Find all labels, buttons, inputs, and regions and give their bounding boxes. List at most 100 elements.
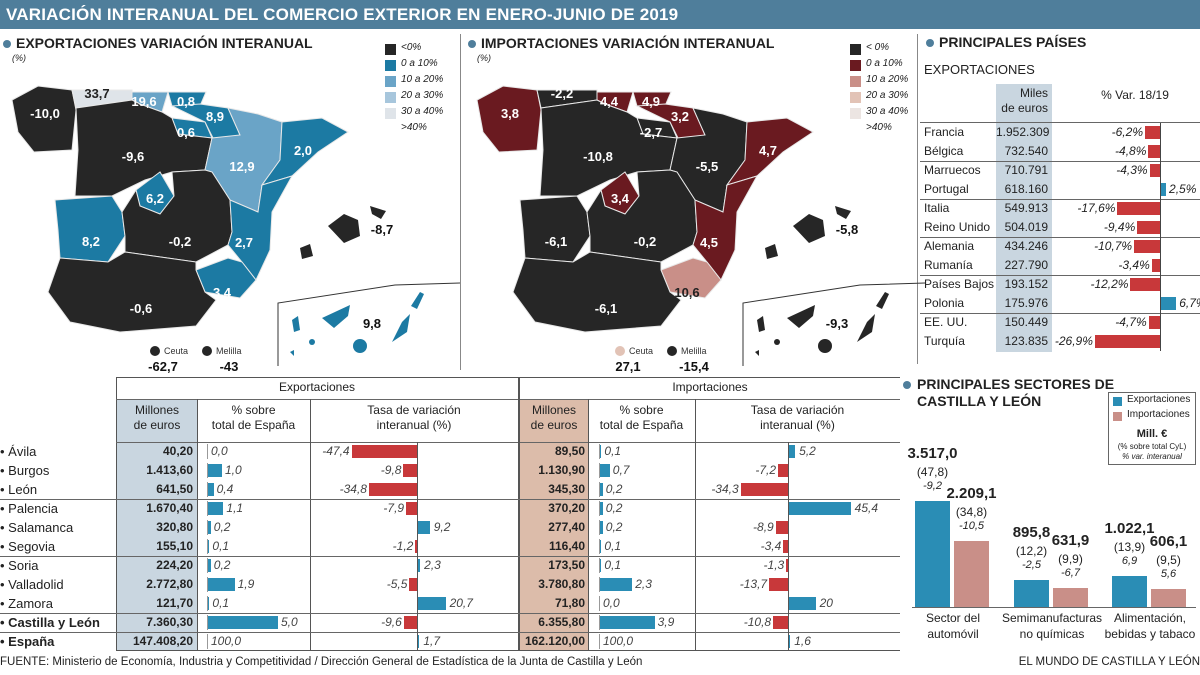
- sector-share: (13,9): [1113, 540, 1146, 555]
- tasa-label: -34,3: [711, 482, 739, 496]
- pct-label: 0,1: [212, 596, 230, 610]
- tasa-label: 1,6: [794, 634, 811, 648]
- province-name: • Ávila: [0, 442, 36, 461]
- bullet-icon: •: [0, 539, 9, 554]
- sector-bar-exports: [1112, 576, 1147, 607]
- region-baleares-ibiza: [300, 244, 313, 259]
- pct-axis: [207, 596, 208, 611]
- region-value-andalucia: -6,1: [595, 301, 617, 316]
- country-name: Rumanía: [924, 258, 973, 272]
- bullet-icon: •: [0, 444, 9, 459]
- region-baleares-menorca: [835, 206, 851, 219]
- pct-bar: [208, 464, 222, 477]
- tasa-bar: [788, 635, 791, 648]
- sector-bar-exports: [1014, 580, 1049, 607]
- tasa-label: 2,3: [424, 558, 441, 572]
- country-value: 618.160: [1004, 182, 1048, 196]
- country-value: 710.791: [1004, 163, 1048, 177]
- province-name: • Salamanca: [0, 518, 73, 537]
- millones-value: 224,20: [156, 558, 193, 572]
- tasa-label: -9,6: [381, 615, 402, 629]
- millones-value: 147.408,20: [132, 634, 193, 648]
- pct-label: 0,2: [605, 520, 623, 534]
- melilla-dot-icon: [202, 346, 212, 356]
- region-value-valencia: 4,5: [700, 235, 718, 250]
- country-var-label: -6,2%: [1111, 125, 1143, 139]
- province-label: Salamanca: [8, 520, 74, 535]
- millones-value: 345,30: [548, 482, 585, 496]
- sector-var: 5,6: [1160, 567, 1177, 580]
- country-var-bar: [1148, 145, 1160, 158]
- pct-label: 0,1: [212, 539, 230, 553]
- region-galicia: [476, 85, 542, 153]
- sector-value: 1.022,1: [1104, 520, 1155, 538]
- province-label: Zamora: [8, 596, 53, 611]
- region-andalucia: [47, 251, 217, 333]
- tasa-label: 9,2: [433, 520, 451, 534]
- region-value-cantabria: 4,4: [600, 94, 619, 109]
- tasa-label: -7,2: [755, 463, 777, 477]
- country-var-bar: [1134, 240, 1160, 253]
- imports-map: 3,8 -2,2 4,4 4,9 3,2 -2,7 -10,8 -5,5 4,7 3,4 -6,1 -…: [476, 85, 925, 374]
- sector-bar-exports: [915, 501, 950, 607]
- millones-value: 116,40: [548, 539, 585, 553]
- column-header: de euros: [530, 418, 578, 432]
- sector-value: 3.517,0: [907, 445, 958, 463]
- pct-axis: [207, 444, 208, 459]
- pct-axis: [599, 558, 600, 573]
- tasa-label: 1,7: [423, 634, 441, 648]
- country-var-bar: [1144, 126, 1160, 139]
- region-value-madrid: 3,4: [611, 191, 630, 206]
- ceuta-label: Ceuta: [164, 346, 188, 356]
- bullet-icon: •: [0, 501, 9, 516]
- region-value-galicia: -10,0: [30, 106, 60, 121]
- sector-var: -6,7: [1061, 566, 1080, 579]
- legend-label: 0 a 10%: [401, 58, 438, 69]
- millones-value: 40,20: [162, 444, 193, 458]
- baseline: [912, 607, 1196, 608]
- tasa-label: -13,7: [739, 577, 768, 591]
- region-canarias-la-palma: [757, 316, 765, 332]
- pct-label: 0,4: [216, 482, 234, 496]
- tasa-label: -1,3: [763, 558, 785, 572]
- bullet-icon: •: [0, 577, 9, 592]
- tasa-label: 20,7: [449, 596, 473, 610]
- pct-label: 0,7: [612, 463, 630, 477]
- millones-value: 320,80: [156, 520, 193, 534]
- country-var-bar: [1137, 221, 1160, 234]
- legend-label: >40%: [866, 122, 892, 133]
- column-divider: [197, 399, 198, 651]
- col-bg-exports-millones: [117, 399, 197, 651]
- imports-header: Importaciones: [672, 380, 748, 394]
- province-label: España: [8, 634, 55, 649]
- region-canarias-fuerteventura: [392, 314, 410, 342]
- region-canarias-el-hierro: [290, 350, 294, 356]
- col-header-value: de euros: [1001, 101, 1048, 115]
- country-name: Bélgica: [924, 144, 964, 158]
- source-note: FUENTE: Ministerio de Economía, Industri…: [0, 656, 643, 668]
- row-divider: [920, 313, 1200, 314]
- tasa-label: -1,2: [392, 539, 414, 553]
- legend-label: 10 a 20%: [401, 74, 444, 85]
- column-header: de euros: [133, 418, 181, 432]
- province-name: • Burgos: [0, 461, 49, 480]
- country-value: 549.913: [1004, 201, 1048, 215]
- row-divider: [920, 199, 1200, 200]
- region-value-madrid: 6,2: [146, 191, 164, 206]
- millones-value: 121,70: [156, 596, 193, 610]
- title-bar: VARIACIÓN INTERANUAL DEL COMERCIO EXTERI…: [0, 0, 1200, 29]
- country-var-bar: [1094, 335, 1160, 348]
- pct-label: 5,0: [281, 615, 298, 629]
- legend-label: >40%: [401, 122, 427, 133]
- country-var-bar: [1117, 202, 1160, 215]
- row-group-divider: [0, 556, 900, 557]
- tasa-bar: [368, 483, 417, 496]
- country-var-label: -4,8%: [1115, 144, 1147, 158]
- province-label: Valladolid: [8, 577, 64, 592]
- pct-axis: [207, 463, 208, 478]
- millones-value: 7.360,30: [146, 615, 193, 629]
- ceuta-label: Ceuta: [629, 346, 653, 356]
- region-canarias-tenerife: [787, 305, 815, 328]
- sectors-title: CASTILLA Y LEÓN: [917, 393, 1042, 409]
- region-canarias-lanzarote: [876, 292, 889, 309]
